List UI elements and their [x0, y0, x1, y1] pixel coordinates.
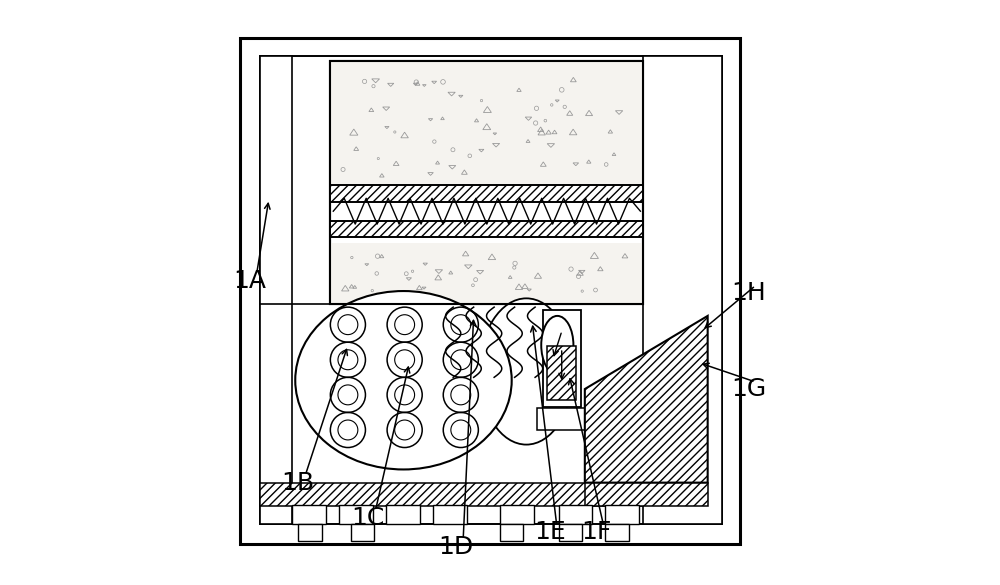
Text: 1A: 1A — [233, 269, 266, 293]
Bar — [537, 408, 587, 430]
Bar — [330, 61, 643, 304]
Bar — [339, 505, 373, 524]
Bar — [605, 505, 639, 524]
Text: 1D: 1D — [438, 535, 474, 559]
Ellipse shape — [541, 316, 573, 374]
Bar — [605, 524, 629, 541]
Bar — [500, 524, 523, 541]
Polygon shape — [585, 316, 708, 483]
Bar — [292, 505, 326, 524]
Text: 1B: 1B — [282, 470, 315, 495]
Bar — [330, 61, 643, 304]
Bar — [351, 524, 374, 541]
Bar — [298, 524, 322, 541]
Bar — [500, 505, 534, 524]
Bar — [330, 221, 643, 237]
Text: 1H: 1H — [731, 280, 766, 305]
Bar — [433, 505, 467, 524]
Bar — [543, 310, 581, 407]
Bar — [547, 346, 576, 400]
Text: 1E: 1E — [534, 520, 566, 545]
Bar — [585, 483, 708, 506]
Ellipse shape — [295, 291, 512, 469]
Text: 1G: 1G — [731, 377, 766, 401]
Bar — [558, 524, 582, 541]
Text: 1C: 1C — [352, 505, 385, 530]
Bar — [330, 243, 643, 304]
Bar — [386, 505, 420, 524]
Bar — [330, 61, 643, 190]
Ellipse shape — [480, 298, 573, 445]
Bar — [558, 505, 592, 524]
Bar — [260, 483, 643, 506]
Bar — [260, 56, 292, 524]
Bar — [240, 38, 740, 544]
Bar — [260, 56, 722, 524]
Bar — [643, 56, 722, 524]
Bar — [330, 185, 643, 202]
Text: 1F: 1F — [581, 520, 612, 545]
